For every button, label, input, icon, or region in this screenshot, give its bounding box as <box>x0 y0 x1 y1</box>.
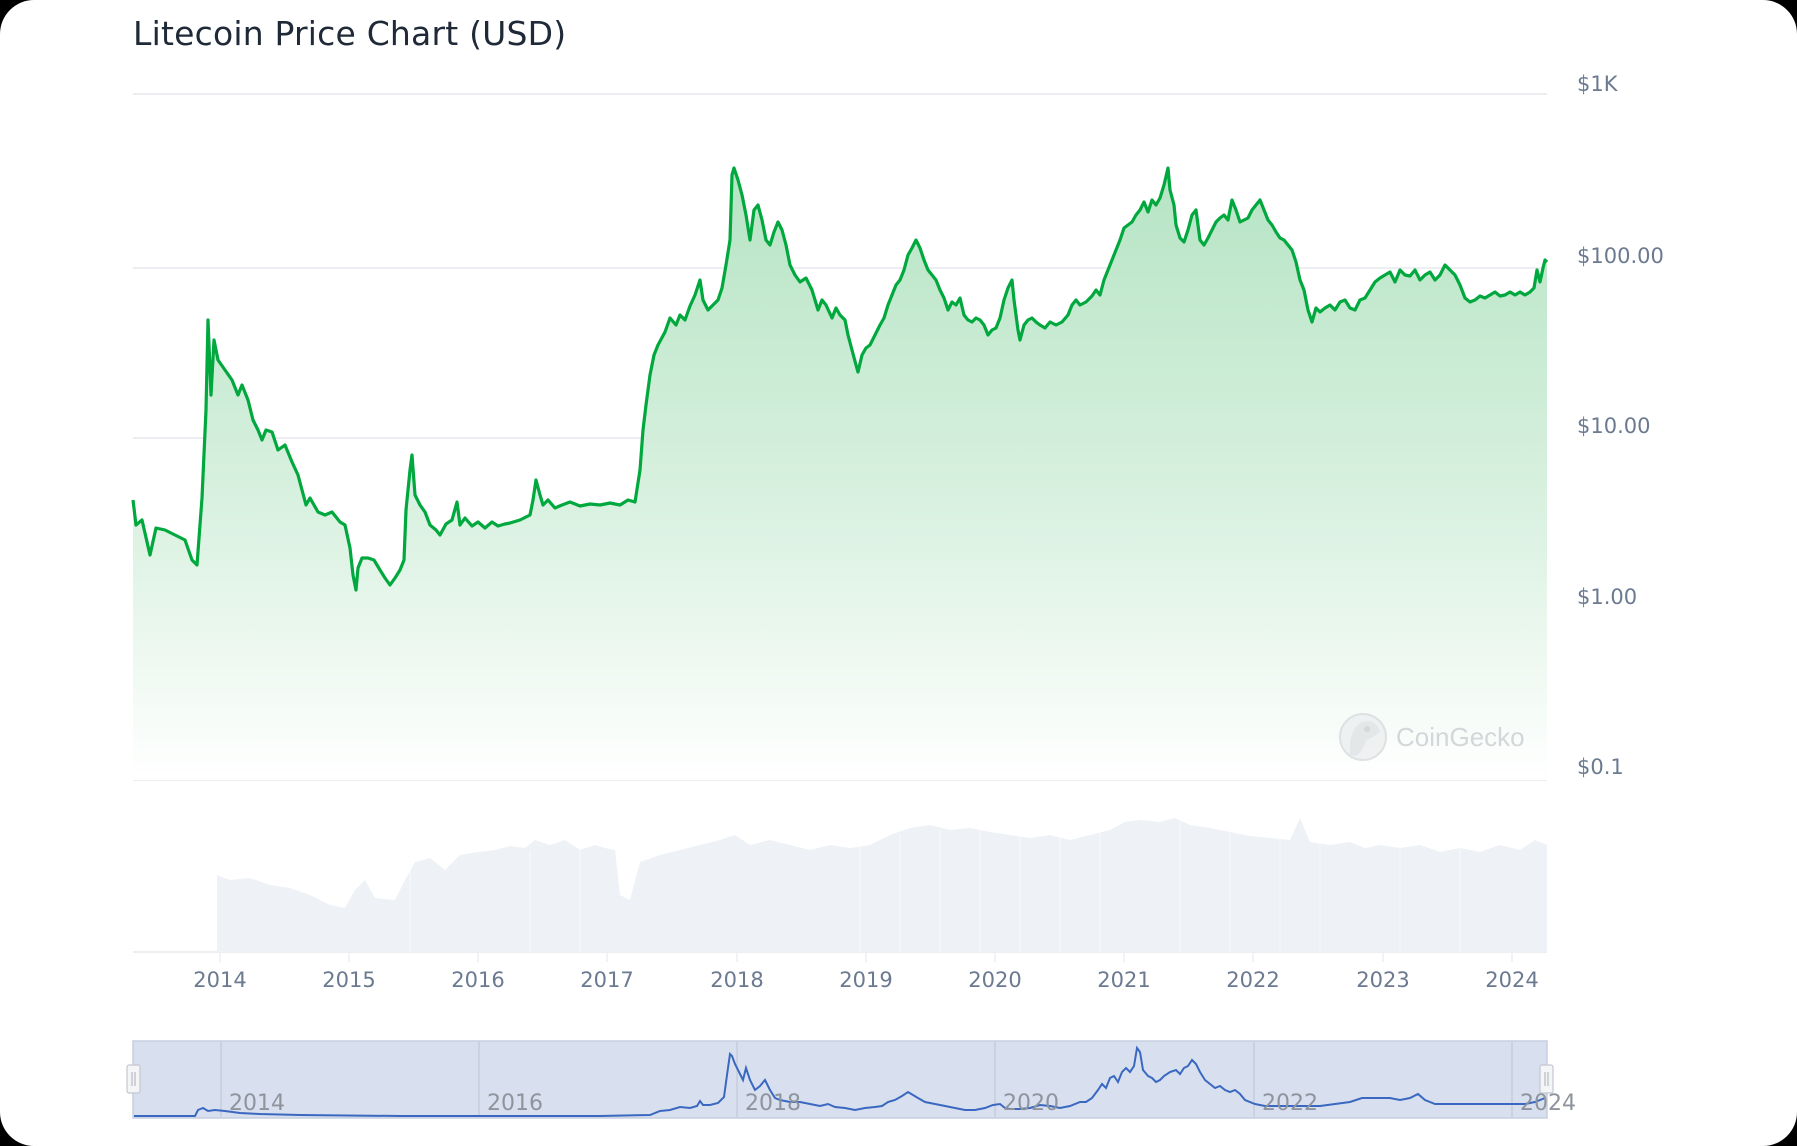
y-label-0-1: $0.1 <box>1577 755 1624 779</box>
navigator[interactable]: 2014 2016 2018 2020 2022 2024 <box>126 1040 1576 1119</box>
x-label-2019: 2019 <box>839 968 892 992</box>
x-label-2020: 2020 <box>968 968 1021 992</box>
y-label-1: $1.00 <box>1577 585 1637 609</box>
x-label-2023: 2023 <box>1356 968 1409 992</box>
y-label-100: $100.00 <box>1577 244 1664 268</box>
x-label-2014: 2014 <box>193 968 246 992</box>
nav-label-2024: 2024 <box>1520 1091 1576 1116</box>
x-label-2024: 2024 <box>1485 968 1538 992</box>
nav-label-2018: 2018 <box>745 1091 801 1116</box>
x-axis: 2014 2015 2016 2017 2018 2019 2020 2021 … <box>193 968 1538 992</box>
x-label-2022: 2022 <box>1226 968 1279 992</box>
nav-label-2022: 2022 <box>1262 1091 1318 1116</box>
x-label-2018: 2018 <box>710 968 763 992</box>
navigator-price-line <box>134 1045 1546 1117</box>
navigator-selection[interactable] <box>132 1040 1548 1119</box>
y-label-1k: $1K <box>1577 72 1619 96</box>
price-area-fill <box>133 168 1547 780</box>
y-label-10: $10.00 <box>1577 414 1650 438</box>
nav-label-2020: 2020 <box>1003 1091 1059 1116</box>
volume-area <box>217 818 1547 952</box>
chart-title: Litecoin Price Chart (USD) <box>133 14 567 53</box>
navigator-labels: 2014 2016 2018 2020 2022 2024 <box>229 1091 1576 1116</box>
coingecko-watermark: CoinGecko <box>1339 713 1525 761</box>
price-line[interactable] <box>131 166 1549 592</box>
x-label-2015: 2015 <box>322 968 375 992</box>
x-label-2021: 2021 <box>1097 968 1150 992</box>
x-label-2017: 2017 <box>580 968 633 992</box>
nav-label-2016: 2016 <box>487 1091 543 1116</box>
x-label-2016: 2016 <box>451 968 504 992</box>
navigator-right-handle[interactable] <box>1539 1064 1554 1094</box>
nav-label-2014: 2014 <box>229 1091 285 1116</box>
y-axis: $1K $100.00 $10.00 $1.00 $0.1 <box>1577 72 1664 779</box>
volume-bar-texture <box>409 820 1461 952</box>
watermark-text: CoinGecko <box>1396 722 1525 752</box>
navigator-left-handle[interactable] <box>126 1064 141 1094</box>
x-axis-ticks <box>219 952 1513 962</box>
